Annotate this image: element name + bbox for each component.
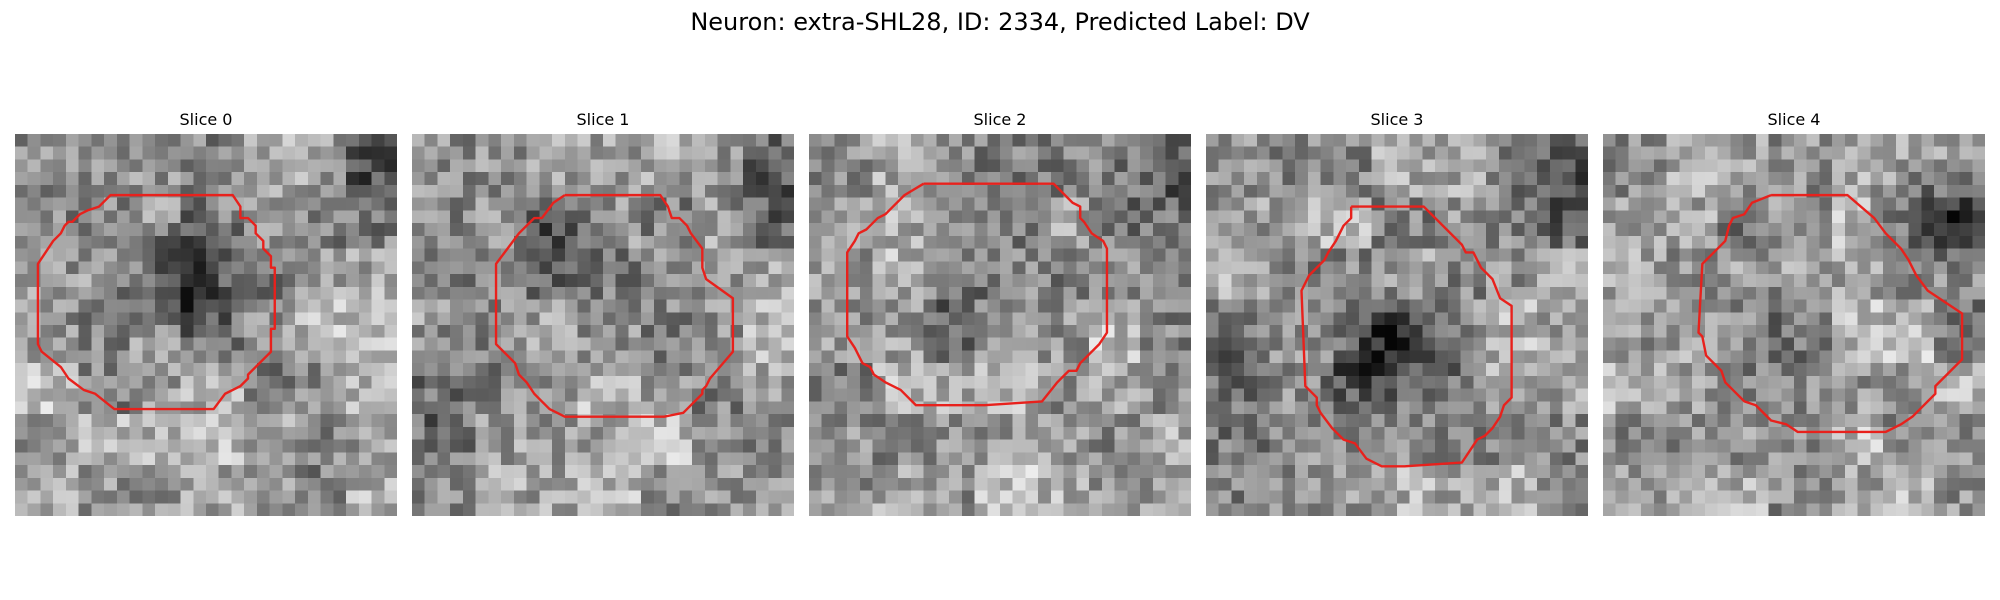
slice-title-1: Slice 1 — [576, 110, 630, 129]
slice-title-3: Slice 3 — [1370, 110, 1424, 129]
figure-title: Neuron: extra-SHL28, ID: 2334, Predicted… — [690, 8, 1310, 36]
slice-title-4: Slice 4 — [1767, 110, 1821, 129]
slice-title-0: Slice 0 — [179, 110, 233, 129]
slice-image-0 — [15, 134, 397, 516]
slice-image-3 — [1206, 134, 1588, 516]
slice-image-1 — [412, 134, 794, 516]
slice-image-4 — [1603, 134, 1985, 516]
slice-title-2: Slice 2 — [973, 110, 1027, 129]
slice-image-2 — [809, 134, 1191, 516]
